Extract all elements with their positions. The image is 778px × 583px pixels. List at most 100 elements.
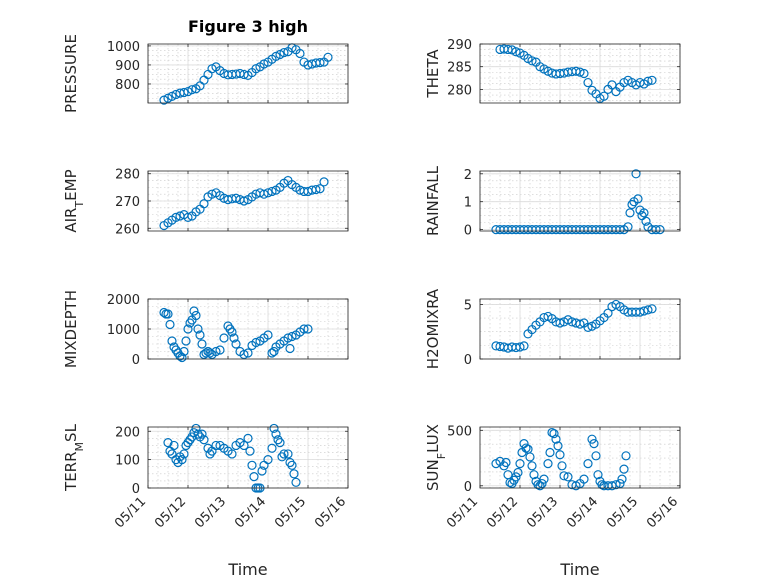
y-axis-label: AIRTEMP: [62, 169, 86, 232]
subplot-rainfall: 0 1 2 RAINFALL: [424, 165, 681, 239]
data-point: [291, 477, 301, 487]
data-point: [551, 434, 561, 444]
data-point: [249, 472, 259, 482]
data-point: [267, 443, 277, 453]
data-point: [171, 212, 181, 222]
data-point: [263, 330, 273, 340]
y-tick-label: 5: [464, 298, 472, 313]
data-point: [625, 208, 635, 218]
data-point: [533, 480, 543, 490]
y-axis-label: SUNFLUX: [424, 424, 448, 491]
data-point: [227, 327, 237, 337]
data-point: [639, 208, 649, 218]
data-point: [197, 429, 207, 439]
data-point: [287, 331, 297, 342]
data-point: [159, 307, 169, 318]
data-point: [257, 466, 267, 476]
x-tick-label: 05/11: [112, 494, 149, 531]
data-point: [575, 319, 585, 329]
data-point: [599, 91, 609, 101]
y-tick-label: 270: [115, 195, 140, 210]
y-tick-label: 200: [115, 425, 140, 440]
y-tick-label: 1: [464, 196, 472, 211]
y-tick-label: 2: [464, 168, 472, 183]
x-tick-label: 05/16: [312, 494, 349, 531]
data-point: [211, 440, 221, 451]
data-point: [283, 449, 293, 459]
subplot-sun-flux: 0 500 05/11 05/12 05/13 05/14 05/15 05/16 SUNFLU…: [424, 424, 681, 579]
chart-title: Figure 3 high: [188, 17, 308, 36]
data-point: [579, 68, 589, 79]
data-point: [279, 47, 289, 58]
subplot-pressure: 800 900 1000 PRESSURE Figure 3 high: [62, 17, 349, 113]
data-point: [553, 441, 563, 451]
data-point: [231, 339, 241, 349]
data-point: [525, 452, 535, 462]
data-point: [263, 455, 273, 465]
data-point: [193, 429, 203, 439]
y-tick-label: 900: [115, 59, 140, 74]
data-point: [627, 199, 637, 210]
axes-frame: [147, 43, 349, 104]
data-point: [193, 324, 203, 334]
data-point: [311, 184, 321, 195]
data-point: [267, 186, 277, 197]
data-point: [251, 337, 261, 348]
data-point: [167, 336, 177, 346]
data-point: [597, 480, 607, 490]
x-tick-label: 05/13: [524, 494, 561, 531]
data-point: [535, 481, 545, 491]
data-point: [271, 429, 281, 439]
y-axis-label: MIXDEPTH: [62, 290, 80, 368]
data-point: [557, 461, 567, 471]
data-point: [583, 459, 593, 469]
data-point: [211, 346, 221, 357]
data-point: [179, 449, 189, 459]
data-point: [521, 443, 531, 453]
data-point: [643, 76, 653, 86]
data-point: [655, 225, 665, 235]
data-point: [191, 310, 201, 321]
y-tick-label: 0: [464, 224, 472, 239]
data-point: [219, 333, 229, 343]
data-point: [299, 324, 309, 334]
axes-frame: [479, 298, 681, 360]
data-point: [589, 439, 599, 449]
data-point: [555, 318, 565, 328]
data-point: [277, 452, 287, 462]
y-axis-label: PRESSURE: [62, 34, 80, 113]
data-point: [181, 336, 191, 346]
data-point: [515, 459, 525, 469]
data-point: [243, 433, 253, 443]
x-axis-label: Time: [559, 560, 599, 579]
data-point: [283, 333, 293, 343]
data-point: [191, 423, 201, 434]
data-point: [229, 333, 239, 343]
data-point: [197, 339, 207, 349]
subplot-mixdepth: 0 1000 2000 MIXDEPTH: [62, 290, 349, 368]
data-point: [323, 52, 333, 62]
data-point: [227, 449, 237, 459]
data-point: [511, 472, 521, 482]
data-point: [205, 348, 215, 358]
y-axis-label: TERRMSL: [62, 423, 86, 492]
y-tick-label: 0: [464, 353, 472, 368]
y-tick-label: 0: [464, 480, 472, 495]
data-point: [647, 75, 657, 85]
x-tick-label: 05/14: [232, 494, 269, 531]
data-point: [587, 434, 597, 444]
data-point: [195, 330, 205, 340]
axes-frame: [147, 170, 349, 232]
data-point: [259, 189, 269, 199]
data-point: [295, 48, 305, 59]
y-tick-label: 2000: [107, 293, 140, 308]
data-point: [563, 472, 573, 482]
y-tick-label: 290: [447, 38, 472, 53]
data-point: [187, 85, 197, 95]
data-point: [513, 467, 523, 478]
data-point: [247, 460, 257, 470]
data-point: [275, 438, 285, 448]
y-axis-label: RAINFALL: [424, 165, 442, 236]
x-tick-label: 05/15: [604, 494, 641, 531]
x-tick-label: 05/16: [644, 494, 681, 531]
